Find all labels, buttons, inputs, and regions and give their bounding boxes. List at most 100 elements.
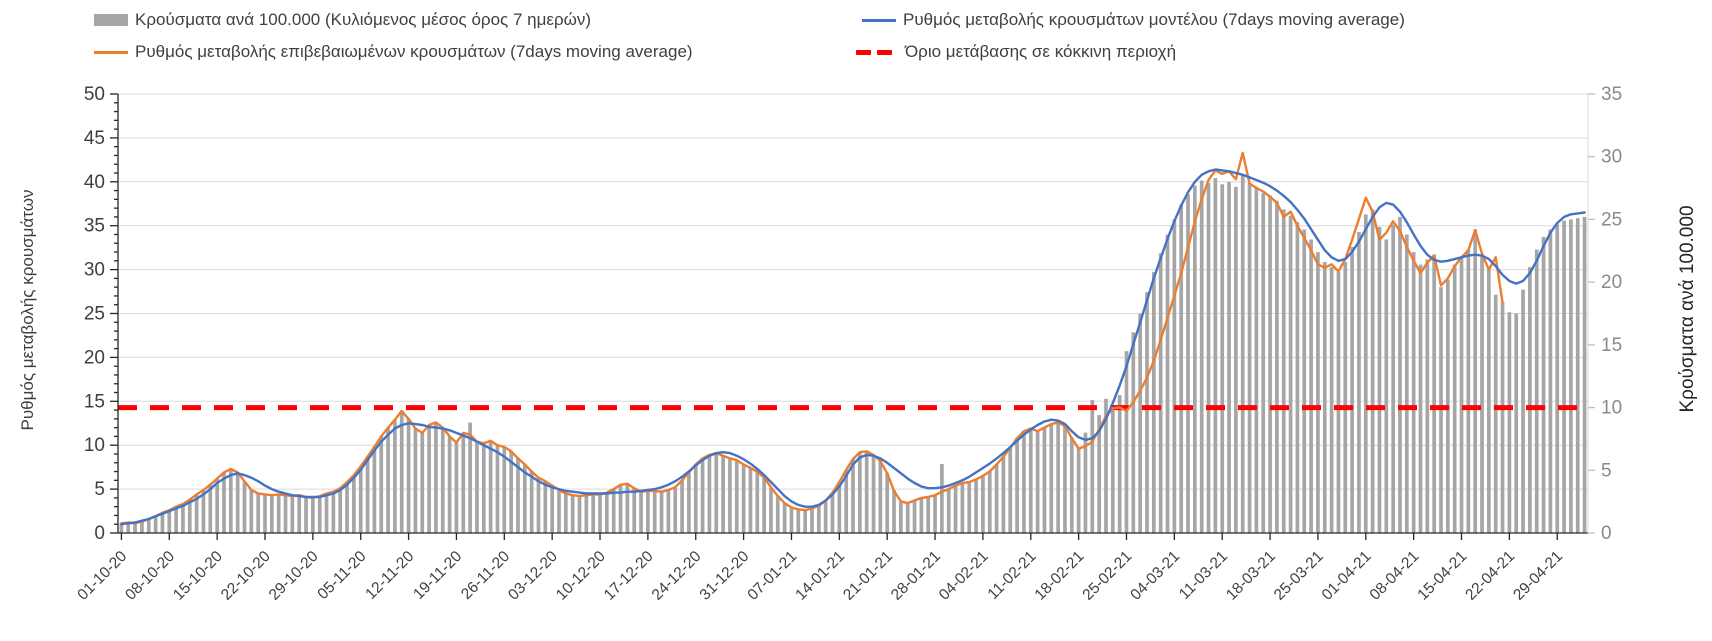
bar xyxy=(1165,234,1170,534)
bar xyxy=(174,506,178,533)
x-axis-tick-label: 11-03-21 xyxy=(1176,548,1231,603)
bar xyxy=(652,490,657,533)
bar xyxy=(1343,262,1348,533)
x-axis-tick-label: 28-01-21 xyxy=(888,548,944,604)
bar xyxy=(857,452,862,533)
bar xyxy=(447,436,452,533)
bar xyxy=(1035,431,1040,533)
right-axis-title: Κρούσματα ανά 100.000 xyxy=(1677,205,1698,413)
bar xyxy=(1507,312,1512,533)
x-axis-tick-label: 04-03-21 xyxy=(1127,548,1183,604)
x-axis-tick-label: 25-03-21 xyxy=(1271,548,1327,604)
bar xyxy=(522,464,527,533)
bar xyxy=(864,451,869,533)
bar xyxy=(1049,423,1054,533)
bar xyxy=(215,479,219,533)
bar xyxy=(167,510,172,533)
bar xyxy=(940,464,944,533)
bar xyxy=(673,487,678,533)
bar xyxy=(126,524,131,533)
x-axis-tick-label: 14-01-21 xyxy=(792,548,848,604)
bar xyxy=(563,492,568,533)
bar xyxy=(693,464,698,533)
x-axis-tick-label: 19-11-20 xyxy=(410,548,465,603)
right-axis-tick-label: 30 xyxy=(1601,147,1622,168)
bar xyxy=(1500,302,1505,533)
legend-item-cases-bars: Κρούσματα ανά 100.000 (Κυλιόμενος μέσος … xyxy=(94,8,591,32)
bar xyxy=(263,494,267,533)
bar xyxy=(659,491,664,533)
bar xyxy=(775,496,780,533)
bar xyxy=(967,481,972,533)
bar xyxy=(1240,174,1245,533)
x-axis-tick-label: 05-11-20 xyxy=(314,548,369,603)
bar xyxy=(570,495,575,533)
bar xyxy=(1514,313,1519,533)
bar xyxy=(1117,395,1122,533)
bar xyxy=(1452,264,1457,533)
bar xyxy=(1206,183,1211,533)
bar xyxy=(399,411,404,533)
x-axis-tick-label: 08-04-21 xyxy=(1367,548,1423,604)
bar xyxy=(851,458,855,533)
bar xyxy=(543,481,548,533)
bar xyxy=(1418,264,1423,533)
bar-swatch-icon xyxy=(94,14,128,26)
x-axis-tick-label: 18-02-21 xyxy=(1032,548,1088,604)
bar xyxy=(119,522,124,533)
bar xyxy=(769,487,773,533)
bar xyxy=(140,521,144,533)
right-axis-tick-label: 10 xyxy=(1601,398,1622,419)
bar xyxy=(728,457,732,533)
bar xyxy=(994,464,999,533)
bar xyxy=(1377,226,1382,533)
bar xyxy=(372,446,377,533)
bar xyxy=(878,461,883,533)
bar xyxy=(1234,186,1238,533)
bar xyxy=(700,457,705,533)
left-axis-title: Ρυθμός μεταβολής κρουσμάτων xyxy=(18,189,37,431)
bar xyxy=(1322,262,1327,533)
x-axis-tick-label: 21-01-21 xyxy=(840,548,896,604)
bar xyxy=(912,500,917,533)
bar xyxy=(721,455,725,533)
bar xyxy=(481,443,486,533)
bar xyxy=(1316,252,1320,534)
bar xyxy=(1008,447,1013,533)
bar xyxy=(871,455,876,533)
bar xyxy=(187,499,192,533)
left-axis-tick-label: 50 xyxy=(84,84,105,105)
bar xyxy=(1473,229,1478,533)
left-axis-tick-label: 10 xyxy=(84,435,105,456)
bar xyxy=(1432,254,1437,533)
bar xyxy=(591,494,596,533)
bar xyxy=(1541,236,1546,533)
bar xyxy=(1227,181,1231,534)
bar xyxy=(495,445,500,533)
bar xyxy=(823,500,828,533)
x-axis-tick-label: 31-12-20 xyxy=(697,548,753,604)
bar xyxy=(1076,447,1081,533)
x-axis-tick-label: 03-12-20 xyxy=(505,548,561,604)
bar xyxy=(1022,431,1026,533)
bar xyxy=(981,475,985,533)
bar xyxy=(1391,224,1395,533)
bar xyxy=(844,470,849,533)
bar xyxy=(946,489,951,533)
left-axis-tick-label: 30 xyxy=(84,260,105,281)
bar xyxy=(1261,193,1266,534)
bar xyxy=(1404,234,1409,534)
bar xyxy=(1309,239,1313,534)
bar xyxy=(639,491,643,533)
legend-label-cases-bars: Κρούσματα ανά 100.000 (Κυλιόμενος μέσος … xyxy=(135,10,592,29)
x-axis-tick-label: 15-04-21 xyxy=(1414,548,1470,604)
bar xyxy=(1151,272,1156,533)
bar xyxy=(1480,254,1484,533)
bar xyxy=(1001,456,1006,533)
bar xyxy=(1179,204,1184,533)
bar xyxy=(803,510,807,533)
legend-item-model-rate: Ρυθμός μεταβολής κρουσμάτων μοντέλου (7d… xyxy=(862,8,1405,32)
left-axis-tick-label: 40 xyxy=(84,172,105,193)
x-axis-tick-label: 08-10-20 xyxy=(122,548,178,604)
